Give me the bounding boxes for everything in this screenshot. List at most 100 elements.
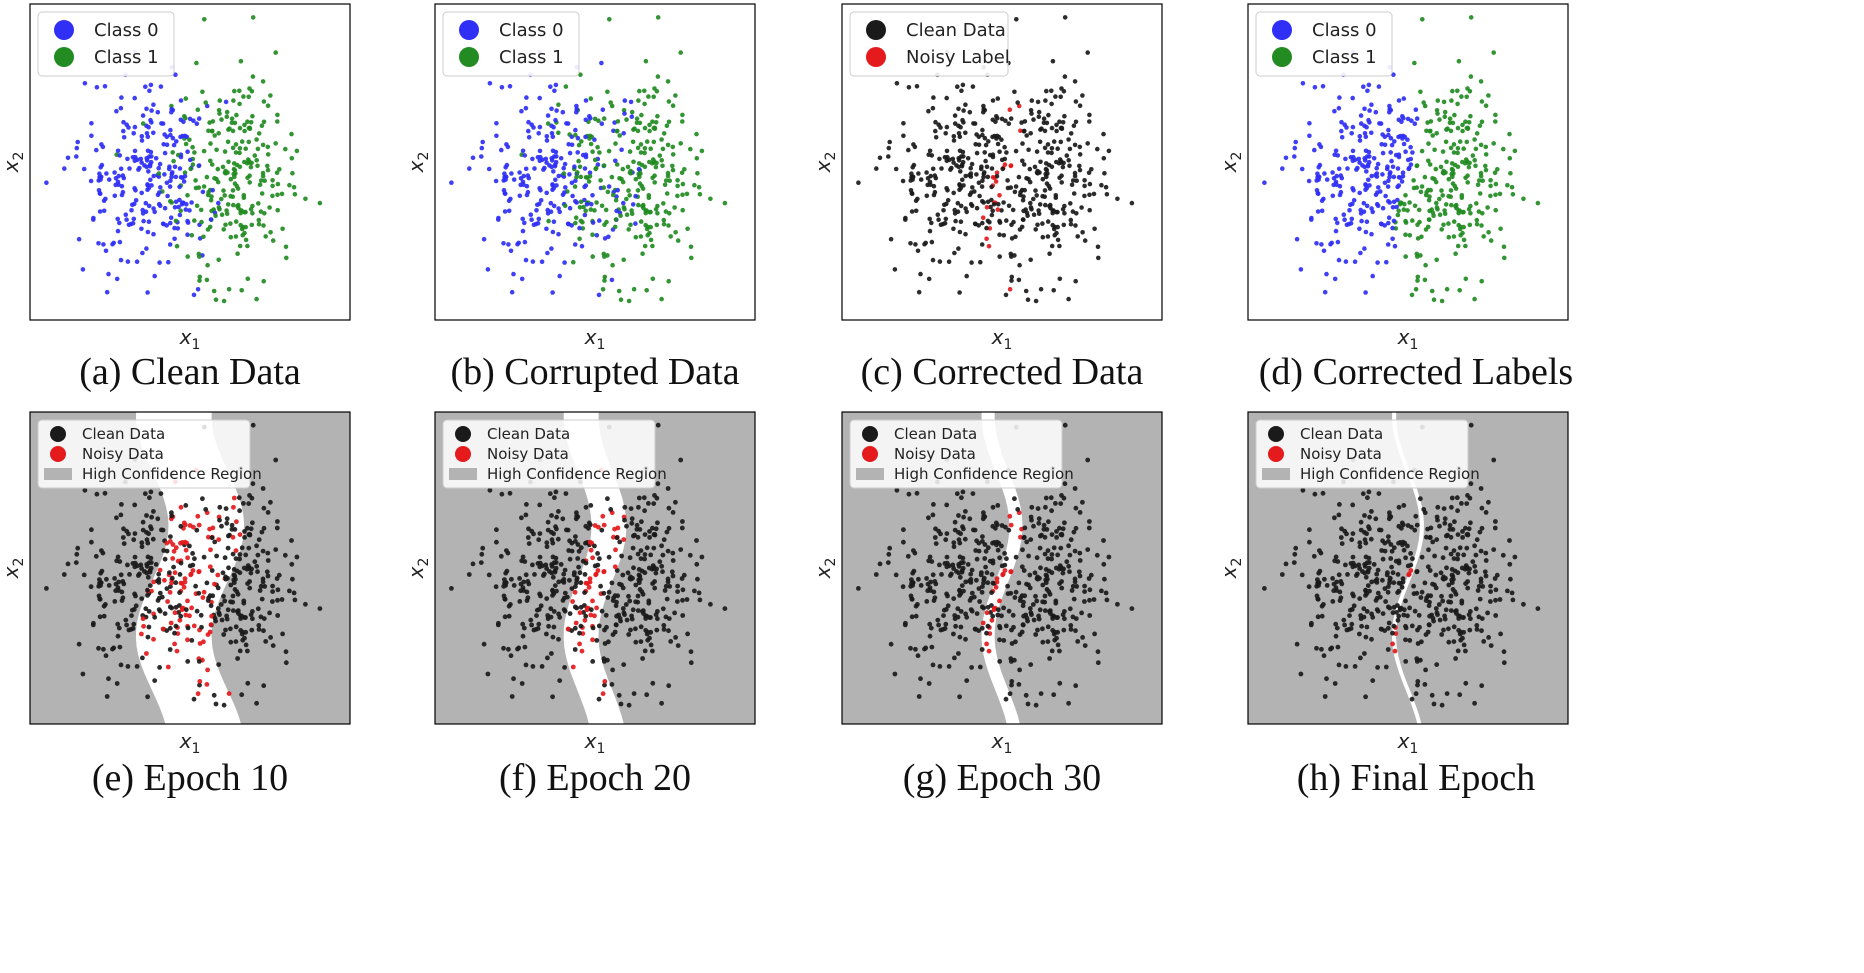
data-point xyxy=(479,551,485,557)
data-point xyxy=(650,525,655,531)
data-point xyxy=(618,701,624,707)
data-point xyxy=(241,501,246,506)
data-point xyxy=(990,523,996,529)
data-point xyxy=(909,191,915,196)
data-point xyxy=(470,561,476,567)
data-point xyxy=(960,524,965,530)
data-point xyxy=(1493,181,1499,187)
data-point xyxy=(1101,538,1106,543)
data-point xyxy=(633,221,638,226)
data-point xyxy=(903,620,908,626)
data-point xyxy=(1028,205,1034,210)
data-point xyxy=(265,510,271,515)
data-point xyxy=(1439,188,1444,193)
data-point xyxy=(156,595,162,601)
data-point xyxy=(638,639,644,644)
data-point xyxy=(1045,234,1051,239)
data-point xyxy=(118,572,124,578)
data-point xyxy=(1038,691,1044,696)
data-point xyxy=(195,287,201,292)
data-point xyxy=(659,543,664,549)
data-point xyxy=(230,608,236,613)
data-point xyxy=(688,660,694,666)
data-point xyxy=(290,576,295,582)
data-point xyxy=(995,141,1001,147)
data-point xyxy=(1040,234,1046,240)
data-point xyxy=(1299,572,1305,578)
data-point xyxy=(1413,107,1419,112)
data-point xyxy=(1473,569,1478,575)
data-point xyxy=(1423,192,1429,198)
data-point xyxy=(877,561,883,567)
data-point xyxy=(1390,205,1396,210)
data-point xyxy=(147,583,153,588)
data-point xyxy=(667,178,672,183)
data-point xyxy=(449,180,454,185)
data-point xyxy=(1077,573,1083,579)
data-point xyxy=(247,493,252,498)
data-point xyxy=(1034,193,1039,198)
data-point xyxy=(1453,203,1458,209)
data-point xyxy=(522,644,528,650)
data-point xyxy=(562,190,567,195)
data-point xyxy=(989,590,994,595)
data-point xyxy=(1346,627,1352,632)
data-point xyxy=(990,175,996,180)
data-point xyxy=(1316,580,1321,585)
data-point xyxy=(1468,616,1473,622)
data-point xyxy=(1428,187,1433,193)
data-point xyxy=(1035,99,1041,105)
data-point xyxy=(142,569,147,574)
data-point xyxy=(1483,573,1489,579)
data-point xyxy=(1460,122,1465,128)
data-point xyxy=(1450,88,1455,94)
data-point xyxy=(1488,643,1494,648)
data-point xyxy=(277,167,282,172)
data-point xyxy=(237,88,242,94)
data-point xyxy=(1409,696,1415,702)
data-point xyxy=(522,559,528,564)
data-point xyxy=(977,193,982,199)
data-point xyxy=(916,694,922,699)
data-point xyxy=(1389,158,1394,164)
data-point xyxy=(534,613,539,618)
data-point xyxy=(216,537,222,542)
data-point xyxy=(1019,564,1025,570)
data-point xyxy=(174,243,180,249)
data-point xyxy=(631,533,636,539)
data-point xyxy=(657,559,663,565)
data-point xyxy=(1466,526,1472,532)
data-point xyxy=(666,278,671,284)
data-point xyxy=(178,504,184,510)
data-point xyxy=(204,174,210,180)
data-point xyxy=(168,215,174,220)
data-point xyxy=(1385,184,1391,189)
data-point xyxy=(1374,577,1380,582)
data-point xyxy=(976,586,982,591)
data-point xyxy=(606,554,612,560)
data-point xyxy=(957,587,962,593)
data-point xyxy=(936,122,941,127)
data-point xyxy=(1443,545,1449,551)
data-point xyxy=(215,166,221,172)
data-point xyxy=(1092,631,1097,637)
axes-frame xyxy=(434,3,756,321)
data-point xyxy=(522,153,528,158)
axes-frame xyxy=(434,411,756,725)
data-point xyxy=(1444,565,1449,571)
data-point xyxy=(1006,121,1012,126)
data-point xyxy=(1306,178,1312,184)
data-point xyxy=(1451,576,1456,582)
data-point xyxy=(1043,504,1048,510)
data-point xyxy=(129,613,134,618)
data-point xyxy=(1446,221,1451,226)
data-point xyxy=(614,568,620,573)
data-point xyxy=(201,184,207,189)
data-point xyxy=(1390,610,1396,616)
data-point xyxy=(655,616,660,622)
data-point xyxy=(576,142,582,148)
data-point xyxy=(979,184,985,189)
data-point xyxy=(205,262,210,268)
data-point xyxy=(590,232,595,237)
data-point xyxy=(1395,572,1401,577)
